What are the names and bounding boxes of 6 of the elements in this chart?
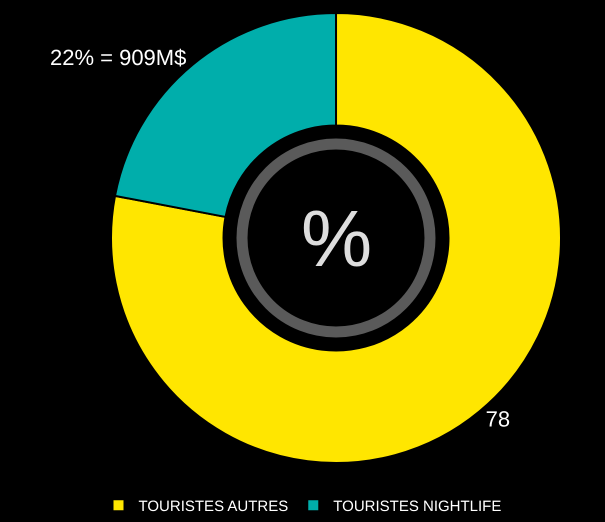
- legend-label: TOURISTES AUTRES: [138, 498, 288, 516]
- legend-label: TOURISTES NIGHTLIFE: [333, 498, 502, 516]
- data-label: 78: [486, 406, 510, 432]
- data-label: 22% = 909M$: [50, 44, 186, 70]
- donut-slice: [110, 12, 562, 464]
- text: %: [301, 194, 372, 283]
